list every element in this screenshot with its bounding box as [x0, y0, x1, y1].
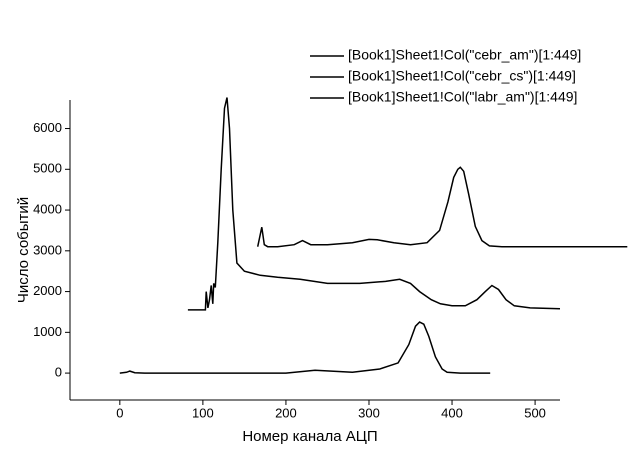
series-line — [187, 97, 561, 311]
legend-label: [Book1]Sheet1!Col("cebr_am")[1:449] — [348, 47, 581, 63]
x-tick-label: 500 — [524, 405, 546, 420]
x-axis-label: Номер канала АЦП — [242, 428, 377, 445]
y-axis-label: Число событий — [15, 197, 32, 303]
y-tick-label: 3000 — [33, 242, 62, 257]
x-tick-label: 400 — [441, 405, 463, 420]
y-tick-label: 0 — [55, 365, 62, 380]
legend-label: [Book1]Sheet1!Col("cebr_cs")[1:449] — [348, 68, 576, 84]
x-tick-label: 200 — [275, 405, 297, 420]
y-tick-label: 5000 — [33, 161, 62, 176]
series-line — [256, 166, 628, 248]
x-tick-label: 300 — [358, 405, 380, 420]
y-tick-label: 6000 — [33, 120, 62, 135]
x-tick-label: 100 — [192, 405, 214, 420]
y-tick-label: 2000 — [33, 283, 62, 298]
y-tick-label: 4000 — [33, 201, 62, 216]
legend-label: [Book1]Sheet1!Col("labr_am")[1:449] — [348, 89, 577, 105]
y-tick-label: 1000 — [33, 324, 62, 339]
series-line — [119, 321, 491, 374]
x-tick-label: 0 — [116, 405, 123, 420]
